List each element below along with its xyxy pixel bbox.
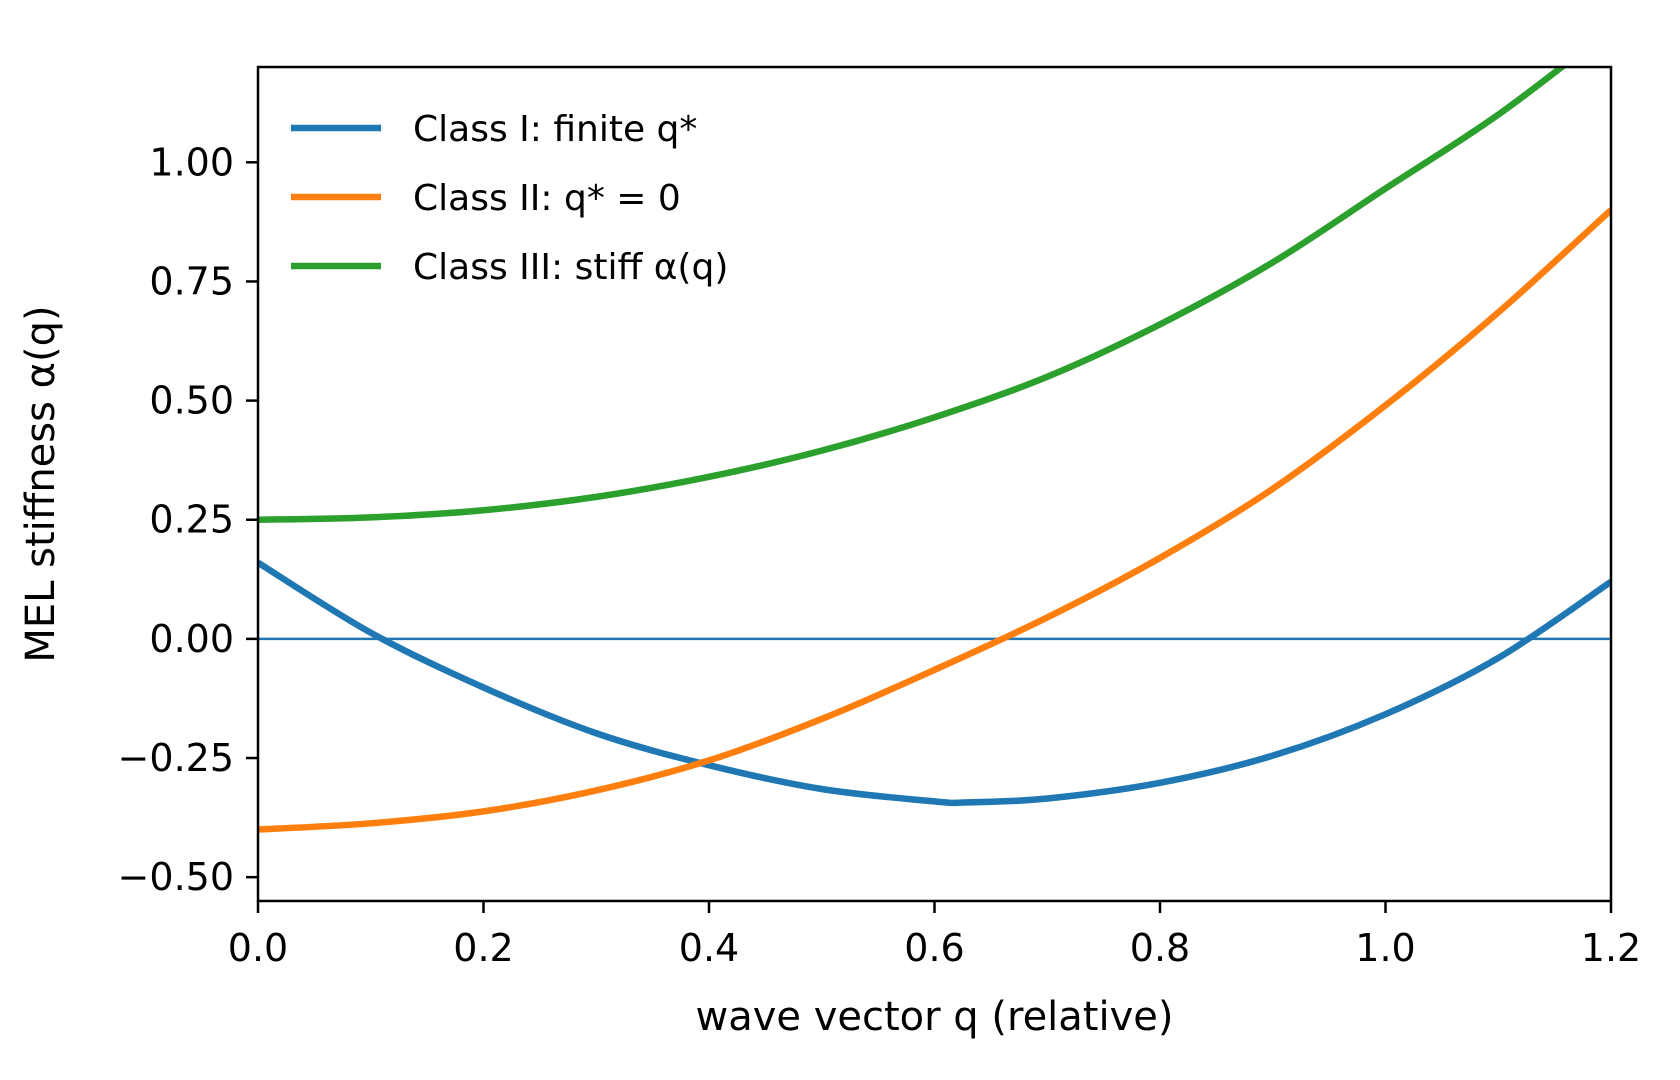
series-line-3: [258, 67, 1568, 523]
x-tick-label: 0.6: [904, 926, 964, 970]
y-tick-label: −0.50: [118, 855, 234, 899]
series-line-1: [258, 559, 1611, 807]
y-tick-label: 0.00: [149, 617, 234, 661]
y-tick-label: 1.00: [149, 140, 234, 184]
x-tick-label: 0.0: [228, 926, 288, 970]
x-tick-label: 0.2: [453, 926, 513, 970]
legend-label-1: Class I: finite q*: [413, 109, 697, 150]
y-tick-label: 0.50: [149, 379, 234, 423]
series-line-2: [258, 207, 1611, 833]
legend-label-3: Class III: stiff α(q): [413, 247, 728, 288]
y-axis-label: MEL stiffness α(q): [18, 305, 64, 662]
x-tick-label: 1.2: [1581, 926, 1641, 970]
x-tick-label: 0.8: [1130, 926, 1190, 970]
y-tick-label: 0.75: [149, 259, 234, 303]
x-tick-label: 0.4: [679, 926, 739, 970]
y-tick-label: −0.25: [118, 736, 234, 780]
y-tick-label: 0.25: [149, 498, 234, 542]
legend-label-2: Class II: q* = 0: [413, 178, 681, 219]
legend: Class I: finite q* Class II: q* = 0 Class …: [291, 109, 728, 288]
x-axis-label: wave vector q (relative): [695, 994, 1173, 1040]
x-tick-label: 1.0: [1355, 926, 1415, 970]
